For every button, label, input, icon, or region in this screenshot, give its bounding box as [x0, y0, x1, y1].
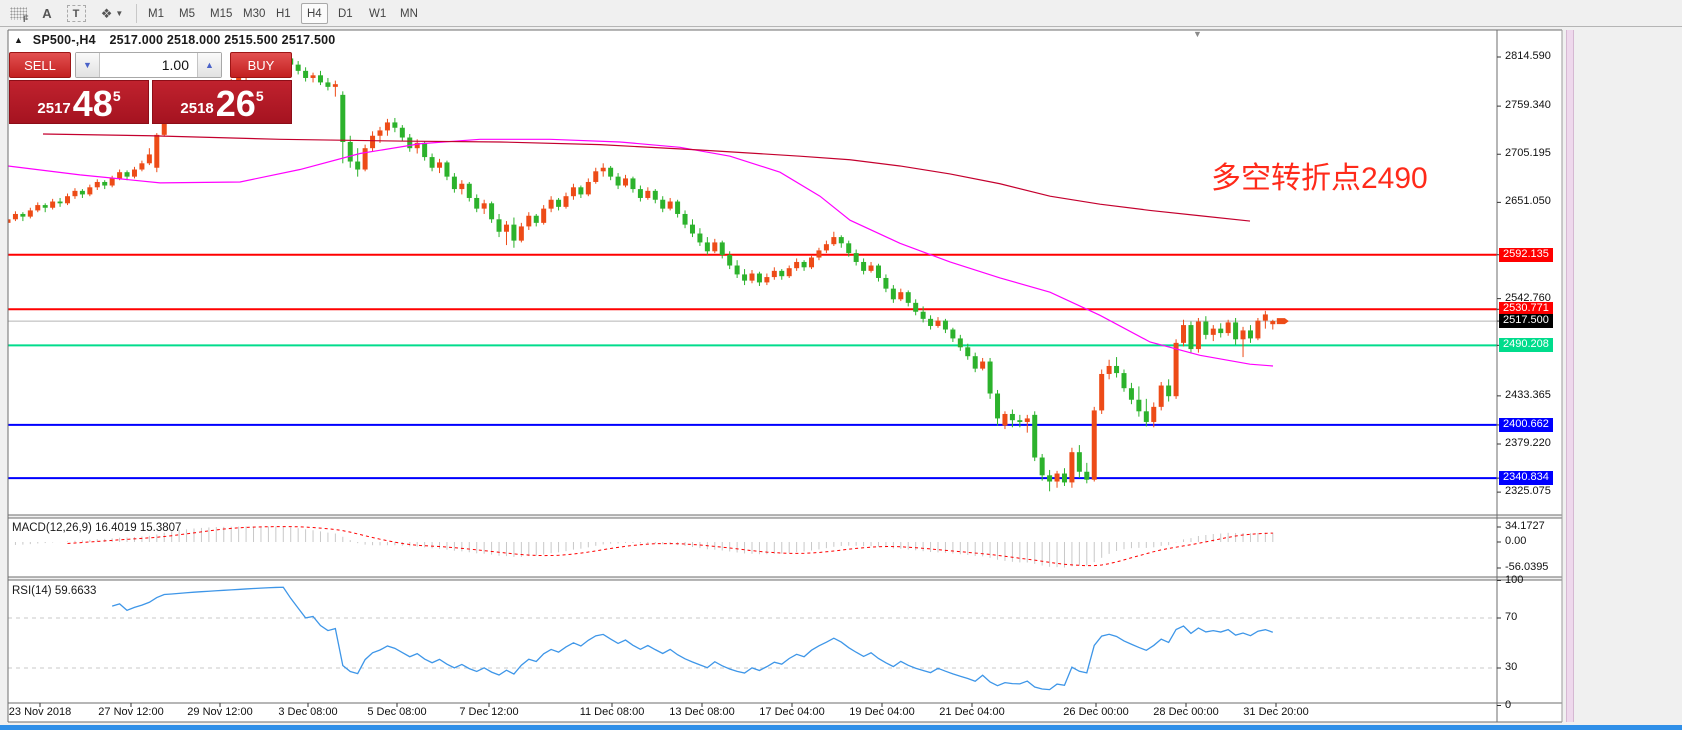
timeframe-m1[interactable]: M1 — [148, 7, 164, 20]
date-axis-label: 19 Dec 04:00 — [849, 706, 915, 718]
price-badge: 2592.135 — [1499, 247, 1553, 262]
date-axis-label: 11 Dec 08:00 — [579, 706, 645, 718]
symbol-name: SP500-,H4 — [32, 33, 96, 47]
price-axis-label: 2705.195 — [1505, 147, 1551, 160]
buy-price-sup: 5 — [255, 88, 264, 104]
date-axis-bg — [8, 703, 1562, 722]
date-axis-label: 26 Dec 00:00 — [1063, 706, 1129, 718]
rsi-label: RSI(14) 59.6633 — [12, 585, 97, 597]
trade-panel-top-row: SELL ▼ 1.00 ▲ BUY — [9, 52, 292, 79]
arrow-up-icon: ▲ — [205, 60, 214, 70]
rsi-axis-label: 0 — [1505, 698, 1512, 711]
price-axis-label: 2433.365 — [1505, 388, 1551, 401]
price-axis-label: 2325.075 — [1505, 485, 1551, 498]
price-axis-label: 2759.340 — [1505, 99, 1551, 112]
volume-input[interactable]: 1.00 — [161, 57, 189, 73]
price-badge: 2490.208 — [1499, 338, 1553, 353]
chart-title: ▲ SP500-,H4 2517.000 2518.000 2515.500 2… — [14, 33, 335, 47]
date-axis-label: 27 Nov 12:00 — [98, 706, 164, 718]
date-axis-label: 29 Nov 12:00 — [187, 706, 253, 718]
window-bottom-edge — [0, 725, 1682, 730]
diamond-icon: ❖ — [100, 5, 113, 21]
macd-histogram — [8, 526, 1274, 568]
price-axis-label: 2542.760 — [1505, 291, 1551, 304]
toolbar: F A T ❖ ▼ M1 M5 M15 M30 H1 H4 D1 W1 MN — [0, 0, 1682, 27]
macd-axis-label: -56.0395 — [1505, 561, 1549, 573]
volume-stepper: ▼ 1.00 ▲ — [75, 52, 222, 78]
trade-panel-price-row: 2517 48 5 2518 26 5 — [9, 80, 292, 124]
last-price-arrow-icon — [1276, 318, 1289, 325]
toolbar-separator — [136, 4, 137, 23]
buy-price-box[interactable]: 2518 26 5 — [152, 80, 292, 124]
macd-signal-line — [67, 526, 1273, 567]
timeframe-w1[interactable]: W1 — [369, 7, 387, 20]
date-axis-label: 5 Dec 08:00 — [367, 706, 427, 718]
macd-pane-bg — [8, 518, 1562, 577]
date-axis-label: 13 Dec 08:00 — [669, 706, 735, 718]
rsi-axis-label: 100 — [1505, 573, 1524, 586]
price-axis-label: 2379.220 — [1505, 436, 1551, 449]
ma-slow-line — [42, 133, 1251, 222]
rsi-axis-label: 70 — [1505, 611, 1518, 623]
timeframe-m15[interactable]: M15 — [210, 7, 233, 20]
candlestick-series — [8, 56, 1276, 492]
letter-t-icon: T — [66, 5, 86, 22]
date-axis-label: 23 Nov 2018 — [8, 706, 72, 718]
ma-fast-line — [8, 138, 1274, 367]
symbol-arrow-icon: ▲ — [14, 35, 24, 45]
price-badge: 2517.500 — [1499, 314, 1553, 329]
timeframe-h1[interactable]: H1 — [276, 7, 291, 20]
sell-price-box[interactable]: 2517 48 5 — [9, 80, 149, 124]
sell-price-main: 48 — [72, 82, 113, 124]
buy-price-main: 26 — [215, 82, 256, 124]
macd-axis-label: 34.1727 — [1505, 520, 1545, 532]
rsi-line — [111, 586, 1274, 691]
sell-button[interactable]: SELL — [9, 52, 71, 78]
price-badge: 2530.771 — [1499, 302, 1553, 317]
rsi-axis-label: 30 — [1505, 661, 1518, 673]
chevron-down-icon: ▼ — [115, 9, 124, 18]
one-click-trade-panel: SELL ▼ 1.00 ▲ BUY 2517 48 5 2518 26 5 — [9, 52, 292, 124]
chart-shift-marker-icon[interactable]: ▼ — [1193, 29, 1202, 39]
sell-price-prefix: 2517 — [37, 100, 71, 117]
ohlc-values: 2517.000 2518.000 2515.500 2517.500 — [109, 33, 336, 47]
price-badge: 2400.662 — [1499, 417, 1553, 432]
volume-decrease-button[interactable]: ▼ — [76, 53, 100, 77]
buy-price-prefix: 2518 — [180, 100, 214, 117]
arrow-down-icon: ▼ — [83, 60, 92, 70]
date-axis-label: 17 Dec 04:00 — [759, 706, 825, 718]
price-axis-label: 2651.050 — [1505, 195, 1551, 208]
sell-price-sup: 5 — [112, 88, 121, 104]
date-axis-label: 7 Dec 12:00 — [459, 706, 519, 718]
timeframe-d1[interactable]: D1 — [338, 7, 353, 20]
text-box-icon[interactable]: T — [64, 3, 88, 24]
date-axis-label: 31 Dec 20:00 — [1243, 706, 1309, 718]
text-label-icon[interactable]: A — [36, 3, 58, 24]
macd-axis-label: 0.00 — [1505, 535, 1527, 547]
date-axis-label: 21 Dec 04:00 — [939, 706, 1005, 718]
indicators-icon[interactable]: F — [6, 3, 30, 24]
buy-button[interactable]: BUY — [230, 52, 292, 78]
letter-a-icon: A — [42, 6, 52, 21]
chart-text-annotation: 多空转折点2490 — [1211, 162, 1428, 195]
indicators-grid-icon: F — [9, 7, 29, 24]
macd-label: MACD(12,26,9) 16.4019 15.3807 — [12, 522, 182, 534]
timeframe-h4[interactable]: H4 — [301, 3, 328, 24]
price-axis-label: 2814.590 — [1505, 50, 1551, 62]
date-axis-label: 3 Dec 08:00 — [278, 706, 338, 718]
timeframe-m5[interactable]: M5 — [179, 7, 195, 20]
timeframe-mn[interactable]: MN — [400, 7, 418, 20]
rsi-pane-bg — [8, 580, 1562, 703]
colors-icon[interactable]: ❖ ▼ — [96, 3, 128, 24]
date-axis-label: 28 Dec 00:00 — [1153, 706, 1219, 718]
price-badge: 2340.834 — [1499, 471, 1553, 486]
timeframe-m30[interactable]: M30 — [243, 7, 266, 20]
volume-increase-button[interactable]: ▲ — [197, 53, 221, 77]
adjacent-window-edge — [1566, 30, 1574, 722]
